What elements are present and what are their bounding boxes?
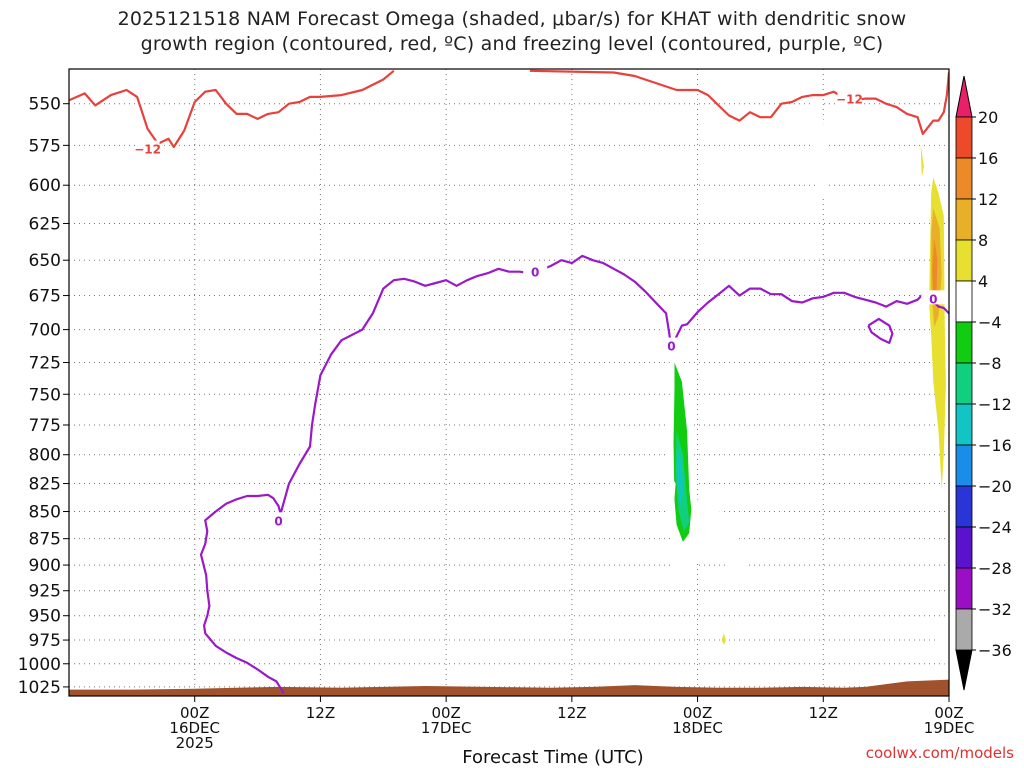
colorbar-label: −20 (978, 477, 1012, 496)
omega-region (677, 448, 683, 506)
x-tick-label: 00Z (180, 704, 209, 722)
omega-region (932, 238, 938, 303)
y-tick-label: 725 (29, 354, 61, 374)
colorbar-label: −16 (978, 436, 1012, 455)
colorbar-bin (955, 567, 973, 610)
colorbar-bin (955, 239, 973, 282)
y-tick-label: 1025 (18, 678, 61, 698)
x-tick-label: 18DEC (672, 719, 723, 737)
plot-layer: −12 −12 0 0 0 0 (69, 69, 991, 696)
colorbar-bin (955, 608, 973, 651)
y-tick-label: 600 (29, 176, 61, 196)
plot-frame (68, 68, 950, 697)
omega-region (920, 145, 924, 178)
colorbar-label: 8 (978, 231, 988, 250)
freezing-level-contour-label-bg (523, 263, 548, 278)
ground-terrain (69, 679, 949, 696)
omega-region (899, 145, 905, 186)
freezing-level-contour-label: 0 (929, 292, 937, 306)
x-axis-label: Forecast Time (UTC) (462, 747, 643, 768)
snow-growth-contour-label: −12 (134, 143, 161, 157)
freezing-level-contour-label-bg (921, 290, 946, 305)
y-tick-label: 925 (29, 582, 61, 602)
colorbar-label: 20 (978, 108, 998, 127)
y-tick-label: 850 (29, 503, 61, 523)
colorbar-label: 12 (978, 190, 998, 209)
colorbar-bin (955, 403, 973, 446)
colorbar-label: 4 (978, 272, 988, 291)
x-tick-label: 19DEC (924, 719, 975, 737)
credit-text: coolwx.com/models (866, 744, 1014, 762)
omega-region (721, 633, 726, 645)
x-tick-label: 00Z (934, 704, 963, 722)
x-tick-label: 12Z (809, 704, 838, 722)
omega-region (935, 624, 949, 664)
x-tick-label: 00Z (431, 704, 460, 722)
colorbar-label: −36 (978, 641, 1012, 660)
x-tick-label: 2025 (176, 734, 214, 752)
freezing-level-contour (199, 254, 949, 694)
x-tick-label: 00Z (683, 704, 712, 722)
omega-region (653, 326, 748, 581)
y-tick-label: 800 (29, 446, 61, 466)
x-tick-label: 17DEC (421, 719, 472, 737)
colorbar-max-triangle (955, 75, 973, 118)
freezing-level-contour-label: 0 (274, 514, 282, 528)
colorbar-bin (955, 485, 973, 528)
chart-title-line-1: 2025121518 NAM Forecast Omega (shaded, μ… (117, 8, 907, 30)
colorbar-bin (955, 116, 973, 159)
y-tick-label: 575 (29, 136, 61, 156)
x-tick-label: 16DEC (169, 719, 220, 737)
omega-region (869, 503, 876, 534)
freezing-level-contour (867, 317, 894, 344)
y-tick-label: 650 (29, 251, 61, 271)
y-tick-label: 775 (29, 416, 61, 436)
colorbar-label: −32 (978, 600, 1012, 619)
colorbar-bin (955, 157, 973, 200)
freezing-level-contour-label-bg (659, 337, 684, 352)
omega-region (670, 475, 676, 499)
y-tick-label: 1000 (18, 655, 61, 675)
freezing-level-contour-label: 0 (531, 266, 539, 280)
colorbar-label: 16 (978, 149, 998, 168)
y-tick-label: 675 (29, 287, 61, 307)
y-tick-label: 825 (29, 475, 61, 495)
y-tick-label: 875 (29, 530, 61, 550)
snow-growth-contour (69, 69, 395, 149)
y-tick-label: 625 (29, 214, 61, 234)
freezing-level-contour-label-bg (266, 512, 291, 527)
freezing-level-contour-label: 0 (667, 340, 675, 354)
colorbar-label: −4 (978, 313, 1002, 332)
x-tick-label: 12Z (557, 704, 586, 722)
y-tick-label: 700 (29, 321, 61, 341)
y-tick-label: 950 (29, 607, 61, 627)
colorbar-label: −28 (978, 559, 1012, 578)
colorbar-label: −8 (978, 354, 1002, 373)
snow-growth-contour (529, 69, 949, 135)
x-tick-label: 12Z (306, 704, 335, 722)
omega-region (810, 72, 827, 198)
omega-region (984, 69, 991, 87)
snow-growth-contour-label-bg (135, 140, 160, 155)
snow-growth-contour-label-bg (837, 90, 862, 105)
colorbar-bin (955, 321, 973, 364)
omega-region (923, 177, 931, 246)
colorbar-bin (955, 526, 973, 569)
colorbar-bin (955, 444, 973, 487)
colorbar-bin (955, 280, 973, 323)
y-tick-label: 975 (29, 631, 61, 651)
y-tick-label: 900 (29, 556, 61, 576)
colorbar-bin (955, 198, 973, 241)
colorbar-min-triangle (955, 649, 973, 691)
snow-growth-contour-label: −12 (836, 93, 863, 107)
y-tick-label: 550 (29, 95, 61, 115)
colorbar-label: −12 (978, 395, 1012, 414)
colorbar-bin (955, 362, 973, 405)
colorbar-label: −24 (978, 518, 1012, 537)
chart-title-line-2: growth region (contoured, red, ºC) and f… (140, 33, 884, 55)
y-tick-label: 750 (29, 385, 61, 405)
